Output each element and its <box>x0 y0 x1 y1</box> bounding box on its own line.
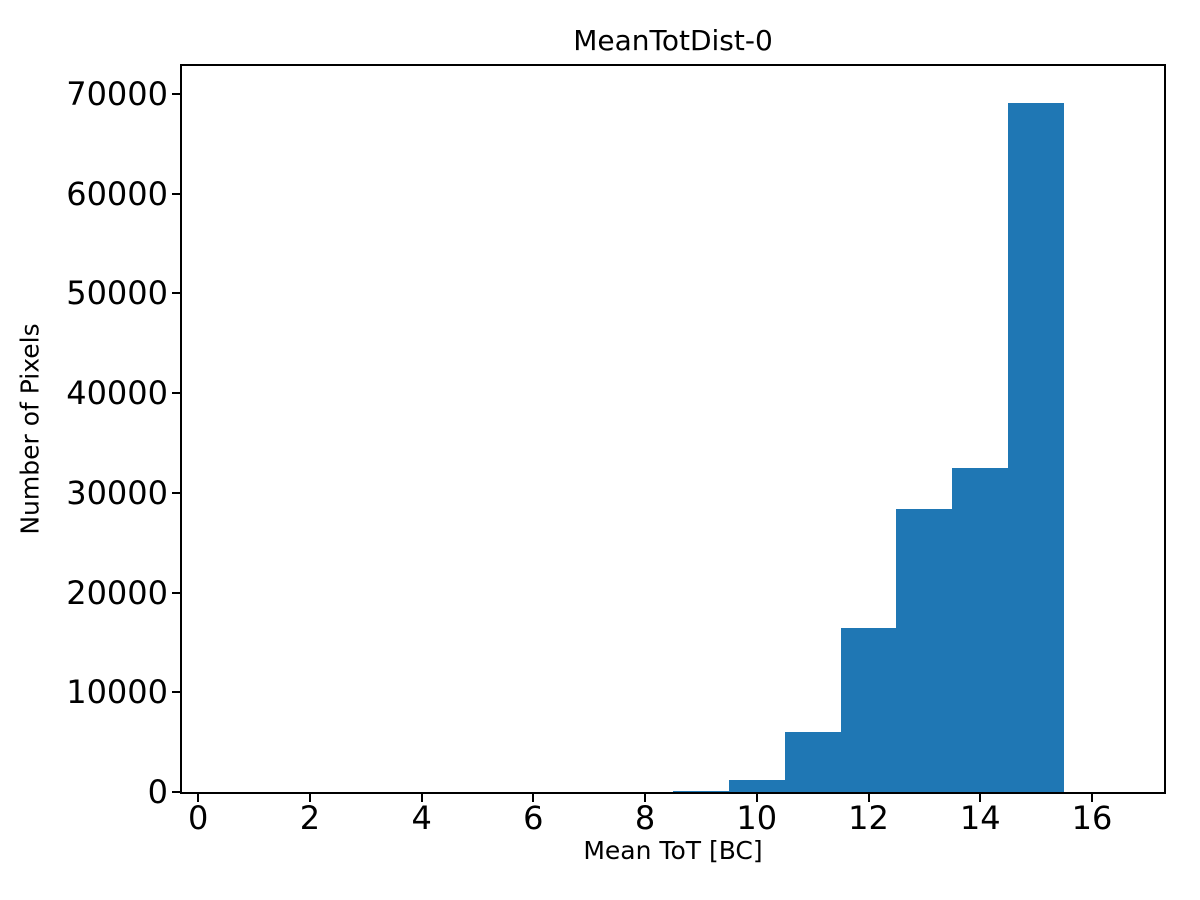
x-tick-label: 0 <box>188 799 209 837</box>
x-axis-label: Mean ToT [BC] <box>583 836 763 865</box>
y-axis-label: Number of Pixels <box>15 323 45 535</box>
y-tick-label: 30000 <box>66 473 168 512</box>
x-tick-label: 16 <box>1071 799 1113 837</box>
histogram-bar <box>728 780 785 792</box>
x-tick-mark <box>867 794 870 802</box>
y-tick-label: 0 <box>147 773 168 811</box>
histogram-bars <box>182 66 1164 792</box>
y-tick-mark <box>172 791 180 793</box>
y-tick-label: 60000 <box>66 174 168 213</box>
y-tick-mark <box>172 691 180 694</box>
x-tick-mark <box>532 794 535 802</box>
histogram-bar <box>784 732 841 792</box>
x-tick-label: 2 <box>299 799 321 837</box>
y-tick-label: 40000 <box>66 374 168 413</box>
x-tick-label: 12 <box>848 799 889 837</box>
x-tick-mark <box>755 794 758 802</box>
plot-area <box>180 64 1166 794</box>
x-tick-label: 8 <box>634 799 656 837</box>
y-tick-mark <box>172 392 180 395</box>
y-tick-label: 10000 <box>66 673 168 712</box>
x-tick-label: 10 <box>736 799 778 837</box>
x-tick-mark <box>1090 794 1093 802</box>
x-tick-label: 14 <box>959 799 1001 837</box>
x-tick-mark <box>644 794 647 802</box>
y-tick-mark <box>172 92 180 95</box>
y-tick-mark <box>172 591 180 594</box>
y-tick-mark <box>172 192 180 195</box>
y-tick-label: 70000 <box>66 74 168 113</box>
y-tick-mark <box>172 491 180 494</box>
y-tick-label: 50000 <box>66 274 168 313</box>
x-tick-label: 4 <box>411 799 432 837</box>
histogram-bar <box>840 627 897 792</box>
x-tick-mark <box>979 794 982 802</box>
y-tick-mark <box>172 292 180 295</box>
x-tick-mark <box>420 794 423 802</box>
chart-title: MeanTotDist-0 <box>573 24 773 57</box>
histogram-bar <box>952 467 1009 792</box>
histogram-bar <box>673 790 729 792</box>
x-tick-mark <box>197 794 200 802</box>
x-tick-label: 6 <box>523 799 544 837</box>
x-tick-mark <box>308 794 311 802</box>
histogram-bar <box>896 508 953 792</box>
y-tick-label: 20000 <box>66 573 168 612</box>
histogram-bar <box>1008 102 1064 792</box>
